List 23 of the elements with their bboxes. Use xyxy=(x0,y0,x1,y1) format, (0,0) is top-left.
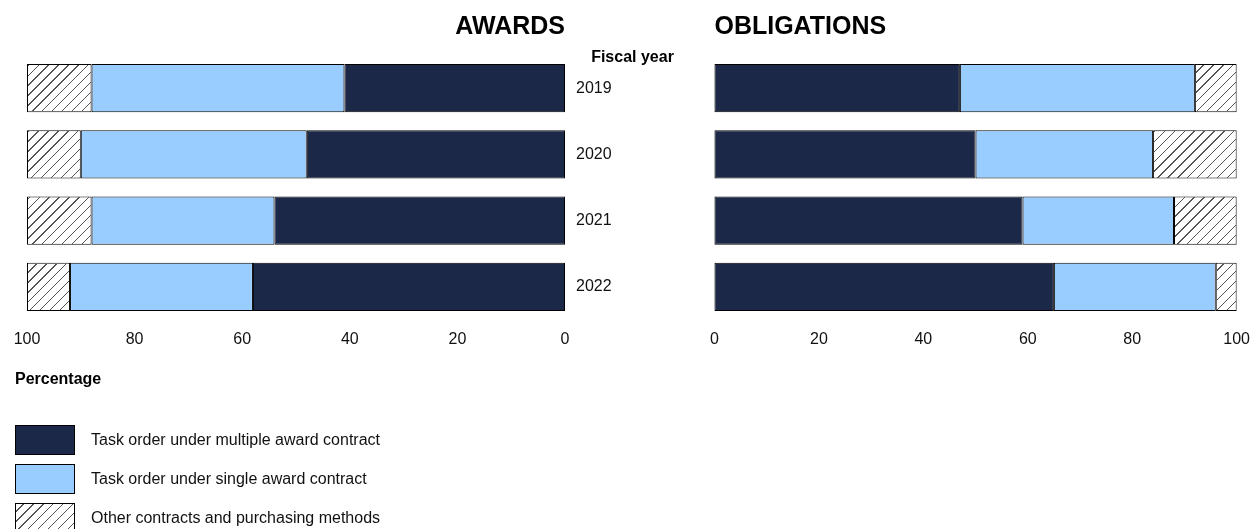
x-tick-label: 60 xyxy=(233,330,252,348)
x-tick-label: 60 xyxy=(1018,330,1037,348)
legend-label: Other contracts and purchasing methods xyxy=(91,508,381,527)
chart-title: OBLIGATIONS xyxy=(714,10,887,39)
x-tick-label: 0 xyxy=(560,330,570,348)
x-tick-label: 0 xyxy=(710,330,719,348)
x-tick-label: 100 xyxy=(1223,330,1251,348)
y-tick-label: 2022 xyxy=(576,277,612,295)
x-axis-title: Percentage xyxy=(15,370,102,388)
y-tick-label: 2020 xyxy=(576,144,612,162)
legend-label: Task order under single award contract xyxy=(91,469,367,488)
x-tick-label: 40 xyxy=(340,330,359,348)
y-tick-label: 2019 xyxy=(576,78,612,96)
y-tick-label: 2021 xyxy=(576,211,612,229)
x-tick-label: 40 xyxy=(914,330,933,348)
x-tick-label: 20 xyxy=(448,330,467,348)
y-axis-title: Fiscal year xyxy=(591,48,674,66)
x-tick-label: 80 xyxy=(1123,330,1142,348)
legend-label: Task order under multiple award contract xyxy=(91,430,381,449)
x-tick-label: 80 xyxy=(125,330,144,348)
chart-title: AWARDS xyxy=(455,10,565,39)
x-tick-label: 100 xyxy=(13,330,41,348)
x-tick-label: 20 xyxy=(809,330,828,348)
